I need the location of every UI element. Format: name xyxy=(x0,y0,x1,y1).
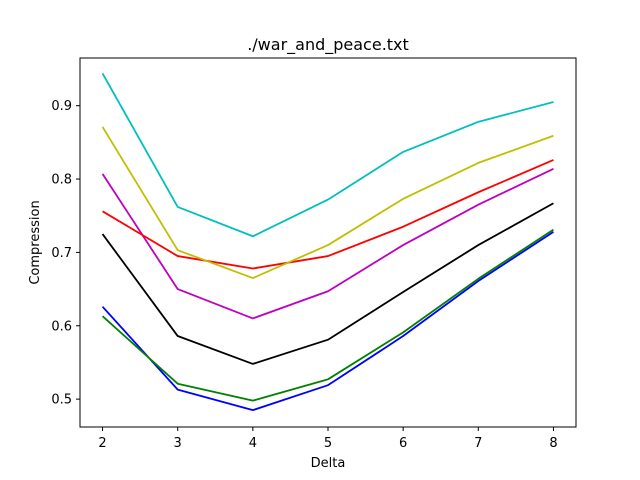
series-layer xyxy=(101,72,554,412)
y-tick-label: 0.9 xyxy=(51,99,72,114)
x-tick-label: 8 xyxy=(549,436,557,451)
y-tick-label: 0.6 xyxy=(51,319,72,334)
x-tick-label: 4 xyxy=(249,436,257,451)
x-tick-label: 7 xyxy=(474,436,482,451)
y-tick-label: 0.7 xyxy=(51,246,72,261)
series-line-6 xyxy=(101,126,554,279)
chart-title: ./war_and_peace.txt xyxy=(247,35,409,55)
y-axis: 0.5 0.6 0.7 0.8 0.9 xyxy=(51,99,80,408)
x-tick-label: 5 xyxy=(324,436,332,451)
series-line-1 xyxy=(101,231,554,412)
y-tick-label: 0.5 xyxy=(51,393,72,408)
y-tick-label: 0.8 xyxy=(51,173,72,188)
series-line-3 xyxy=(101,202,554,365)
x-tick-label: 2 xyxy=(98,436,106,451)
series-line-2 xyxy=(101,228,554,402)
x-axis-label: Delta xyxy=(311,456,346,471)
x-tick-label: 3 xyxy=(174,436,182,451)
y-axis-label: Compression xyxy=(28,200,43,284)
series-line-5 xyxy=(102,159,554,270)
series-line-4 xyxy=(101,167,554,320)
x-tick-label: 6 xyxy=(399,436,407,451)
series-line-7 xyxy=(101,72,554,238)
x-axis: 2 3 4 5 6 7 8 xyxy=(98,427,558,451)
